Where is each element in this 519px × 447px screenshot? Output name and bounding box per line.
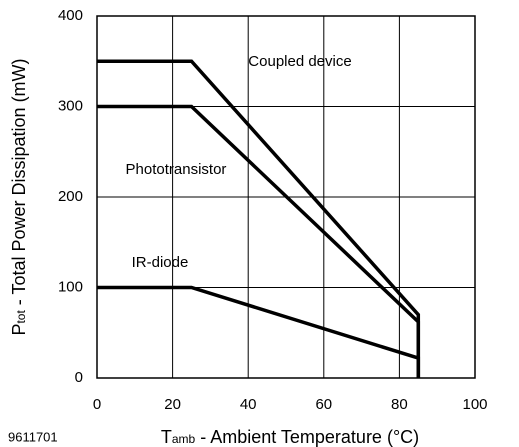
y-tick-label: 200	[58, 188, 83, 205]
x-tick-label: 60	[315, 396, 332, 413]
series-label: IR-diode	[132, 254, 189, 271]
y-tick-label: 400	[58, 7, 83, 24]
series-label: Phototransistor	[126, 161, 227, 178]
series-label: Coupled device	[248, 53, 351, 70]
series-line	[97, 104, 421, 378]
y-tick-label: 100	[58, 278, 83, 295]
series-line	[97, 59, 421, 378]
series-line	[97, 285, 421, 378]
y-axis-label: Ptot- Total Power Dissipation (mW)	[9, 58, 29, 335]
x-tick-label: 100	[462, 396, 487, 413]
x-tick-label: 20	[164, 396, 181, 413]
plot-frame	[96, 15, 476, 379]
x-tick-label: 0	[93, 396, 101, 413]
x-axis-label: Tamb - Ambient Temperature (°C)	[161, 427, 419, 447]
y-tick-label: 0	[75, 369, 83, 386]
figure-number: 9611701	[8, 429, 58, 444]
x-tick-label: 80	[391, 396, 408, 413]
x-tick-label: 40	[240, 396, 257, 413]
y-tick-label: 300	[58, 97, 83, 114]
